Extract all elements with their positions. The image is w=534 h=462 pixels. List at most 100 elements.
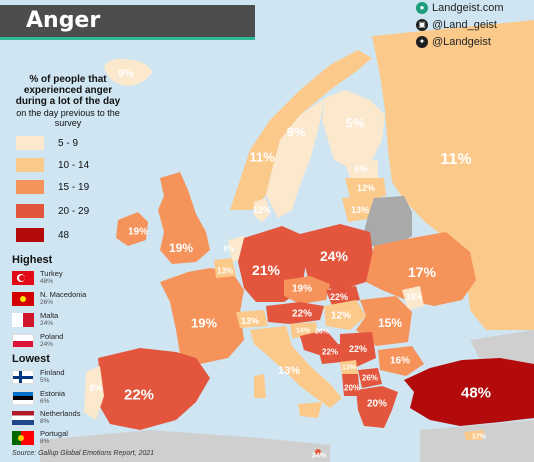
- legend-subheading: on the day previous to the survey: [16, 108, 120, 128]
- label-lithuania: 13%: [350, 205, 370, 215]
- label-ukraine: 17%: [407, 264, 437, 280]
- region-n-macedonia: [358, 368, 382, 388]
- highest-item-turkey: Turkey 48%: [12, 270, 63, 285]
- legend-swatch: [16, 204, 44, 218]
- malta-flag-icon: [12, 313, 34, 327]
- region-finland: [322, 90, 385, 168]
- label-bosnia: 22%: [321, 347, 339, 357]
- turkey-flag-icon: [12, 271, 34, 285]
- rank-value: 48%: [40, 278, 54, 285]
- label-moldova: 18%: [405, 292, 423, 302]
- region-czechia: [284, 276, 330, 304]
- region-switzerland: [236, 310, 268, 328]
- region-turkey: [404, 358, 534, 426]
- label-italy: 13%: [277, 365, 301, 377]
- social-instagram: ▣ @Land_geist: [416, 19, 497, 31]
- label-netherlands: 8%: [223, 244, 235, 254]
- label-portugal: 8%: [89, 383, 103, 393]
- label-latvia: 12%: [356, 183, 376, 193]
- rank-name: Portugal: [40, 429, 68, 438]
- label-albania: 20%: [343, 383, 361, 393]
- source-note: Source: Gallup Global Emotions Report, 2…: [12, 450, 155, 457]
- label-cyprus: 17%: [471, 433, 487, 441]
- highest-item-poland: Poland 24%: [12, 333, 63, 348]
- region-greece: [356, 386, 398, 428]
- estonia-flag-icon: [12, 391, 34, 405]
- lowest-title: Lowest: [12, 353, 50, 365]
- poland-flag-icon: [12, 334, 34, 348]
- legend-bin-label: 20 - 29: [58, 205, 90, 217]
- label-germany: 21%: [251, 262, 281, 278]
- label-sweden: 9%: [286, 124, 306, 140]
- label-poland: 24%: [319, 248, 349, 264]
- region-france: [160, 268, 244, 364]
- instagram-icon: ▣: [416, 19, 428, 31]
- region-bosnia: [318, 344, 342, 364]
- rank-name: Netherlands: [40, 409, 81, 418]
- social-twitter: ✦ @Landgeist: [416, 36, 491, 48]
- region-spain: [96, 348, 210, 430]
- north-macedonia-flag-icon: [12, 292, 34, 306]
- label-norway: 11%: [249, 149, 275, 165]
- legend-swatch: [16, 228, 44, 242]
- label-uk: 19%: [168, 241, 194, 255]
- rank-name: N. Macedonia: [40, 290, 87, 299]
- label-hungary: 12%: [330, 310, 352, 322]
- region-serbia: [340, 332, 376, 368]
- legend-bin-label: 15 - 19: [58, 181, 90, 193]
- region-malta: [315, 449, 321, 455]
- rank-value: 8%: [40, 418, 50, 425]
- label-belgium: 13%: [216, 266, 234, 276]
- netherlands-flag-icon: [12, 411, 34, 425]
- social-website: ● Landgeist.com: [416, 2, 504, 14]
- label-romania: 15%: [377, 316, 403, 330]
- label-ireland: 19%: [127, 226, 149, 238]
- region-russia: [372, 20, 534, 330]
- region-portugal: [84, 366, 104, 420]
- label-malta: 24%: [311, 452, 327, 460]
- region-italy-sardinia: [254, 374, 266, 398]
- land-gray-north-africa: [40, 430, 330, 462]
- rank-value: 24%: [40, 341, 54, 348]
- region-belgium: [214, 258, 236, 278]
- label-slovenia: 14%: [295, 327, 311, 335]
- legend-swatch: [16, 136, 44, 150]
- region-denmark: [254, 198, 270, 222]
- title-bar: Anger: [0, 5, 255, 40]
- legend-bin-label: 5 - 9: [58, 137, 79, 149]
- rank-value: 6%: [40, 398, 50, 405]
- label-iceland: 9%: [118, 68, 134, 80]
- legend-swatch: [16, 158, 44, 172]
- label-denmark: 12%: [252, 205, 272, 215]
- rank-name: Turkey: [40, 269, 63, 278]
- rank-value: 5%: [40, 377, 50, 384]
- rank-value: 24%: [40, 320, 54, 327]
- region-moldova: [402, 286, 424, 310]
- region-albania: [342, 374, 360, 396]
- twitter-label: @Landgeist: [432, 36, 491, 48]
- land-gray-middle-east: [420, 420, 534, 462]
- rank-name: Estonia: [40, 389, 66, 398]
- region-ireland: [116, 212, 148, 246]
- legend-bin-2: 10 - 14: [16, 158, 89, 172]
- label-austria: 22%: [291, 308, 313, 320]
- label-croatia: 26%: [314, 328, 330, 336]
- region-sweden: [266, 98, 325, 218]
- website-label: Landgeist.com: [432, 2, 504, 14]
- legend-bin-3: 15 - 19: [16, 180, 89, 194]
- region-hungary: [324, 300, 366, 330]
- region-cyprus: [464, 430, 484, 440]
- legend-swatch: [16, 180, 44, 194]
- rank-name: Finland: [40, 368, 65, 377]
- label-slovakia: 22%: [329, 292, 349, 302]
- label-n-macedonia: 26%: [361, 373, 379, 383]
- highest-item-n-macedonia: N. Macedonia 26%: [12, 291, 86, 306]
- region-bulgaria: [378, 346, 424, 376]
- label-estonia: 6%: [354, 164, 368, 174]
- region-italy-sicily: [298, 402, 322, 418]
- label-turkey: 48%: [460, 384, 492, 402]
- region-norway: [230, 50, 372, 210]
- rank-value: 26%: [40, 299, 54, 306]
